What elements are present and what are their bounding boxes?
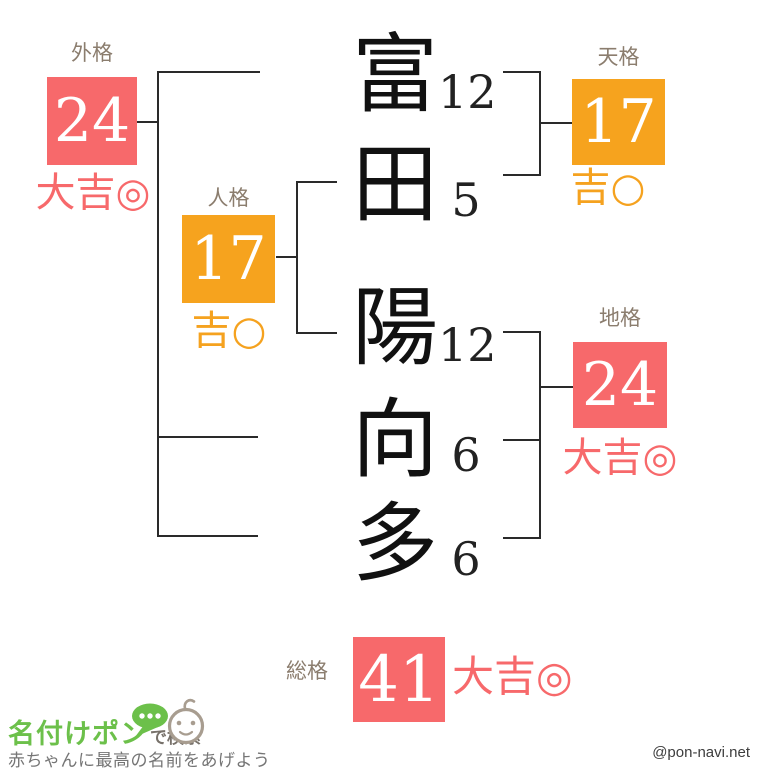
jinkaku-result: 吉○ [191,308,267,354]
name-char-5: 多 [352,494,438,594]
jinkaku-bracket-vertical [296,181,298,334]
gaikaku-bracket-vertical [157,71,159,537]
tenkaku-branch-bottom [503,174,540,176]
chikaku-bracket-vertical [539,331,541,539]
speech-bubble-icon [132,703,168,737]
name-char-1: 富 [352,25,438,125]
gaikaku-value: 24 [53,86,131,156]
chikaku-value: 24 [581,350,659,420]
tenkaku-bracket-vertical [539,71,541,176]
stroke-count-1: 12 [438,65,497,119]
jinkaku-value: 17 [190,224,267,294]
gaikaku-branch-mid [157,436,258,438]
stroke-count-5: 6 [451,532,481,586]
tenkaku-branch-top [503,71,540,73]
stroke-count-3: 12 [438,318,497,372]
soukaku-result: 大吉◎ [452,652,573,701]
stroke-count-4: 6 [451,428,481,482]
jinkaku-value-box: 17 [182,215,275,303]
tenkaku-value-box: 17 [572,79,665,165]
chikaku-result: 大吉◎ [562,435,678,481]
tenkaku-result: 吉○ [570,165,646,211]
name-char-2: 田 [352,135,438,235]
gaikaku-result: 大吉◎ [35,170,151,216]
watermark-credit: @pon-navi.net [652,744,750,761]
gaikaku-box-connector [136,121,157,123]
site-tagline: 赤ちゃんに最高の名前をあげよう [8,751,271,770]
gaikaku-label: 外格 [71,42,113,65]
chikaku-box-connector [541,386,573,388]
baby-logo-icon [132,698,205,745]
gaikaku-branch-bottom [157,535,258,537]
chikaku-branch-bottom [503,537,540,539]
tenkaku-label: 天格 [597,46,640,69]
soukaku-label: 総格 [286,660,328,683]
tenkaku-box-connector [541,122,572,124]
jinkaku-branch-bottom [296,332,337,334]
chikaku-branch-top [503,331,540,333]
jinkaku-label: 人格 [207,187,250,210]
tenkaku-value: 17 [580,87,657,157]
stroke-count-2: 5 [451,173,481,227]
jinkaku-branch-top [296,181,337,183]
chikaku-branch-mid [503,439,540,441]
name-char-4: 向 [352,390,438,490]
gaikaku-value-box: 24 [47,77,137,165]
soukaku-value-box: 41 [353,637,445,722]
gaikaku-branch-top [157,71,260,73]
jinkaku-box-connector [276,256,296,258]
baby-face-icon [167,698,205,745]
name-char-3: 陽 [352,278,438,378]
soukaku-value: 41 [358,642,440,717]
chikaku-label: 地格 [599,307,641,330]
site-logo-text: 名付けポン [8,719,148,749]
chikaku-value-box: 24 [573,342,667,428]
